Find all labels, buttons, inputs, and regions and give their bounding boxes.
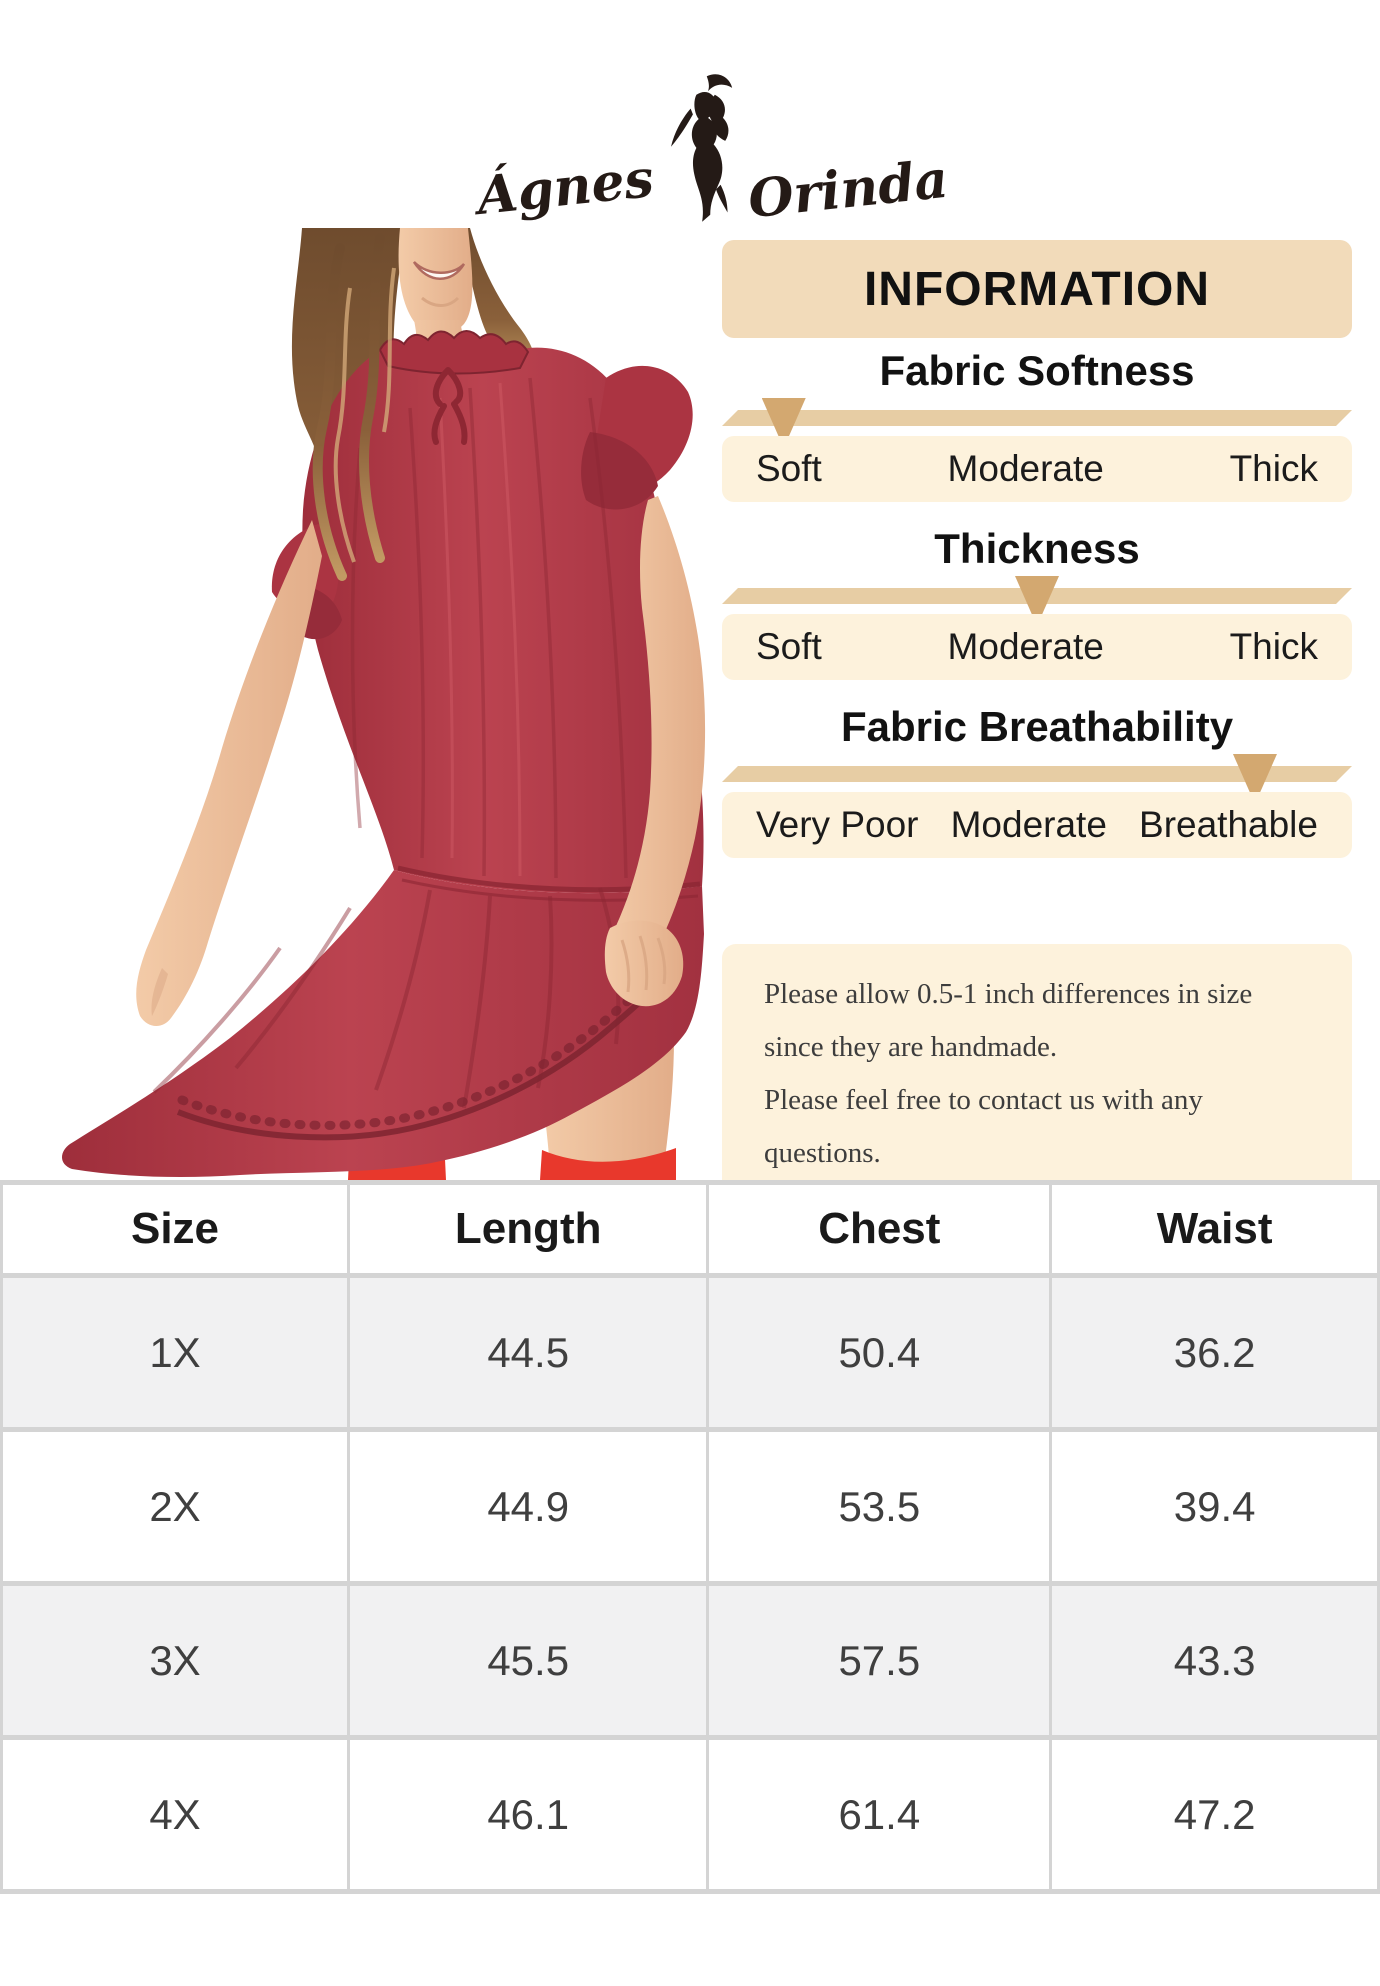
cell-waist: 47.2 — [1049, 1735, 1380, 1894]
scale-labels: Very Poor Moderate Breathable — [722, 792, 1352, 858]
dress — [62, 330, 704, 1177]
brand-name-left: Ágnes — [474, 147, 657, 228]
brand-name-right: Orinda — [745, 148, 951, 231]
table-header-row: Size Length Chest Waist — [0, 1180, 1380, 1278]
cell-length: 45.5 — [346, 1581, 710, 1740]
fabric-breathability-scale: Very Poor Moderate Breathable — [722, 754, 1352, 872]
scale-label: Moderate — [947, 626, 1104, 667]
size-note-line: Please feel free to contact us with any … — [764, 1084, 1203, 1169]
scale-label: Thick — [1229, 626, 1318, 667]
table-row: 2X 44.9 53.5 39.4 — [0, 1427, 1380, 1586]
cell-waist: 36.2 — [1049, 1273, 1380, 1432]
cell-size: 4X — [0, 1735, 350, 1894]
information-panel: INFORMATION Fabric Softness Soft Moderat… — [722, 240, 1352, 1204]
column-header-waist: Waist — [1049, 1180, 1380, 1278]
scale-label: Very Poor — [756, 804, 919, 845]
scale-label: Soft — [756, 448, 822, 489]
cell-size: 2X — [0, 1427, 350, 1586]
cell-size: 3X — [0, 1581, 350, 1740]
cell-waist: 43.3 — [1049, 1581, 1380, 1740]
scale-label: Thick — [1229, 448, 1318, 489]
brand-logo: Ágnes Orinda — [474, 68, 951, 230]
model-right-arm — [136, 520, 322, 1027]
scale-bar — [722, 766, 1352, 782]
cell-chest: 53.5 — [706, 1427, 1053, 1586]
cell-waist: 39.4 — [1049, 1427, 1380, 1586]
cell-chest: 57.5 — [706, 1581, 1053, 1740]
size-chart-table: Size Length Chest Waist 1X 44.5 50.4 36.… — [0, 1180, 1380, 1894]
section-title-fabric-breathability: Fabric Breathability — [840, 703, 1234, 750]
thickness-scale: Soft Moderate Thick — [722, 576, 1352, 694]
cell-length: 44.5 — [346, 1273, 710, 1432]
cell-length: 44.9 — [346, 1427, 710, 1586]
scale-labels: Soft Moderate Thick — [722, 614, 1352, 680]
column-header-chest: Chest — [706, 1180, 1053, 1278]
section-title-fabric-softness: Fabric Softness — [879, 347, 1195, 394]
scale-bar — [722, 410, 1352, 426]
woman-silhouette-icon — [670, 74, 732, 222]
scale-label: Moderate — [950, 804, 1107, 845]
cell-chest: 50.4 — [706, 1273, 1053, 1432]
size-note-line: since they are handmade. — [764, 1031, 1058, 1063]
table-row: 3X 45.5 57.5 43.3 — [0, 1581, 1380, 1740]
column-header-size: Size — [0, 1180, 350, 1278]
column-header-length: Length — [346, 1180, 710, 1278]
hair-strand — [312, 233, 385, 581]
scale-label: Moderate — [947, 448, 1104, 489]
size-note-line: Please allow 0.5-1 inch differences in s… — [764, 978, 1253, 1010]
model-left-arm — [605, 496, 706, 979]
scale-label: Soft — [756, 626, 822, 667]
cell-length: 46.1 — [346, 1735, 710, 1894]
section-title-thickness: Thickness — [934, 525, 1140, 572]
cell-chest: 61.4 — [706, 1735, 1053, 1894]
cell-size: 1X — [0, 1273, 350, 1432]
information-header: INFORMATION — [722, 240, 1352, 338]
product-photo — [62, 228, 706, 1180]
fabric-softness-scale: Soft Moderate Thick — [722, 398, 1352, 516]
table-row: 1X 44.5 50.4 36.2 — [0, 1273, 1380, 1432]
scale-label: Breathable — [1139, 804, 1318, 845]
table-row: 4X 46.1 61.4 47.2 — [0, 1735, 1380, 1894]
scale-labels: Soft Moderate Thick — [722, 436, 1352, 502]
size-note: Please allow 0.5-1 inch differences in s… — [722, 944, 1352, 1204]
model-left-hand — [604, 920, 684, 1007]
